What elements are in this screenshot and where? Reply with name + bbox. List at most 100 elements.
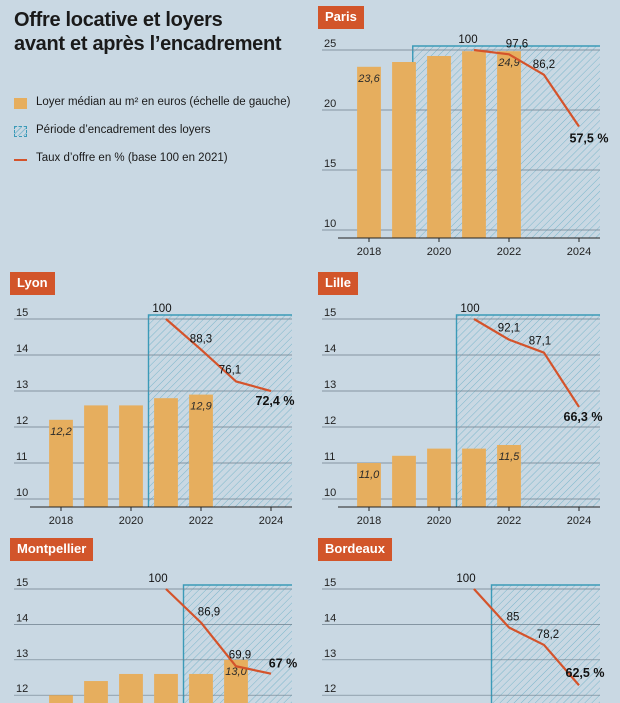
city-label: Lyon (10, 272, 55, 295)
y-tick-label: 13 (16, 648, 28, 660)
hatch-swatch-icon (14, 126, 27, 137)
x-tick-label: 2018 (49, 515, 73, 527)
y-tick-label: 11 (324, 451, 335, 463)
x-tick-label: 2020 (427, 515, 451, 527)
offer-rate-label: 100 (152, 303, 171, 315)
y-tick-label: 15 (324, 158, 336, 170)
rent-bar (427, 448, 451, 507)
y-tick-label: 13 (16, 379, 28, 391)
y-tick-label: 10 (324, 218, 336, 230)
x-tick-label: 2024 (567, 246, 591, 258)
offer-rate-line (473, 48, 580, 128)
offer-rate-label: 57,5 % (570, 132, 609, 146)
y-tick-label: 15 (324, 577, 336, 589)
rent-bar (392, 62, 416, 238)
rent-bar (84, 681, 108, 703)
chart-panel-montpellier: Montpellier 12 13 14 15 13,0 100 86,9 69,9 67 % (10, 538, 310, 703)
offer-rate-label: 85 (507, 611, 520, 623)
rent-bar (49, 695, 73, 703)
offer-rate-line (473, 588, 580, 686)
offer-rate-label: 62,5 % (566, 666, 605, 680)
rent-bar-label: 11,5 (499, 451, 520, 463)
y-tick-label: 14 (16, 343, 28, 355)
offer-rate-label: 87,1 (529, 336, 551, 348)
rent-bar (357, 463, 381, 507)
y-tick-label: 14 (16, 612, 28, 624)
rent-bar (84, 405, 108, 507)
offer-rate-label: 88,3 (190, 334, 212, 346)
y-tick-label: 13 (324, 379, 336, 391)
city-label: Montpellier (10, 538, 94, 561)
chart-svg-montpellier: 12 13 14 15 13,0 100 86,9 69,9 67 % (14, 573, 298, 703)
city-label: Paris (318, 6, 364, 29)
chart-panel-lyon: Lyon 10 11 12 13 14 15 12,2 12,9 2018 2020 2022 202… (10, 272, 310, 532)
y-tick-label: 10 (324, 487, 336, 499)
chart-panel-bordeaux: Bordeaux 12 13 14 15 100 85 78,2 62,5 % (318, 538, 618, 703)
title-line-1: Offre locative et loyers (14, 9, 223, 31)
regulation-period-area (491, 585, 600, 703)
x-tick-label: 2024 (259, 515, 283, 527)
y-tick-label: 12 (16, 683, 28, 695)
rent-bar (189, 673, 213, 703)
x-tick-label: 2018 (357, 515, 381, 527)
offer-rate-label: 92,1 (498, 323, 520, 335)
rent-bar (462, 51, 486, 239)
y-tick-label: 11 (16, 451, 27, 463)
offer-rate-label: 100 (460, 303, 479, 315)
bar-swatch-icon (14, 98, 27, 109)
city-label: Lille (318, 272, 359, 295)
rent-bar-label: 11,0 (359, 469, 380, 481)
rent-bar (497, 445, 521, 507)
rent-bar (49, 419, 73, 507)
chart-panel-paris: Paris 10 15 20 25 23,6 24,9 2018 2020 2022 2024 10… (318, 6, 618, 268)
x-tick-label: 2020 (119, 515, 143, 527)
y-tick-label: 12 (324, 415, 336, 427)
rent-bar (189, 394, 213, 507)
y-tick-label: 12 (16, 415, 28, 427)
y-tick-label: 15 (324, 307, 336, 319)
offer-rate-label: 86,9 (198, 607, 220, 619)
rent-bar (154, 673, 178, 703)
offer-rate-line (473, 318, 580, 408)
rent-bar (392, 455, 416, 507)
city-label: Bordeaux (318, 538, 392, 561)
rent-bar (224, 659, 248, 703)
offer-rate-label: 72,4 % (256, 394, 295, 408)
y-tick-label: 12 (324, 683, 336, 695)
offer-rate-label: 67 % (269, 657, 298, 671)
offer-rate-label: 86,2 (533, 59, 555, 71)
rent-bar-label: 23,6 (357, 73, 380, 85)
offer-rate-line (165, 318, 272, 393)
x-tick-label: 2022 (189, 515, 213, 527)
legend-label-rent: Loyer médian au m² en euros (échelle de … (36, 96, 291, 108)
rent-bar (427, 56, 451, 238)
chart-svg-paris: 10 15 20 25 23,6 24,9 2018 2020 2022 2024 100 97,6 8… (322, 34, 609, 258)
page-title: Offre locative et loyers avant et après … (14, 8, 282, 56)
chart-svg-lyon: 10 11 12 13 14 15 12,2 12,9 2018 2020 2022 2024 100 8… (14, 303, 295, 527)
rent-bar (497, 51, 521, 239)
offer-rate-label: 100 (148, 573, 167, 585)
x-tick-label: 2018 (357, 246, 381, 258)
offer-rate-label: 100 (456, 573, 475, 585)
title-line-2: avant et après l’encadrement (14, 33, 282, 55)
offer-rate-label: 76,1 (219, 364, 241, 376)
y-tick-label: 14 (324, 343, 336, 355)
x-tick-label: 2022 (497, 246, 521, 258)
chart-svg-bordeaux: 12 13 14 15 100 85 78,2 62,5 % (322, 573, 605, 703)
offer-rate-label: 97,6 (506, 38, 528, 50)
legend-label-period: Période d’encadrement des loyers (36, 124, 211, 136)
offer-rate-label: 66,3 % (564, 410, 603, 424)
y-tick-label: 14 (324, 612, 336, 624)
x-tick-label: 2020 (427, 246, 451, 258)
y-tick-label: 15 (16, 307, 28, 319)
y-tick-label: 15 (16, 577, 28, 589)
rent-bar (462, 448, 486, 507)
rent-bar-label: 12,2 (50, 426, 71, 438)
x-tick-label: 2024 (567, 515, 591, 527)
y-tick-label: 20 (324, 98, 336, 110)
y-tick-label: 25 (324, 38, 336, 50)
rent-bar (357, 66, 381, 238)
offer-rate-label: 69,9 (229, 649, 251, 661)
rent-bar (154, 398, 178, 507)
offer-rate-label: 78,2 (537, 629, 559, 641)
